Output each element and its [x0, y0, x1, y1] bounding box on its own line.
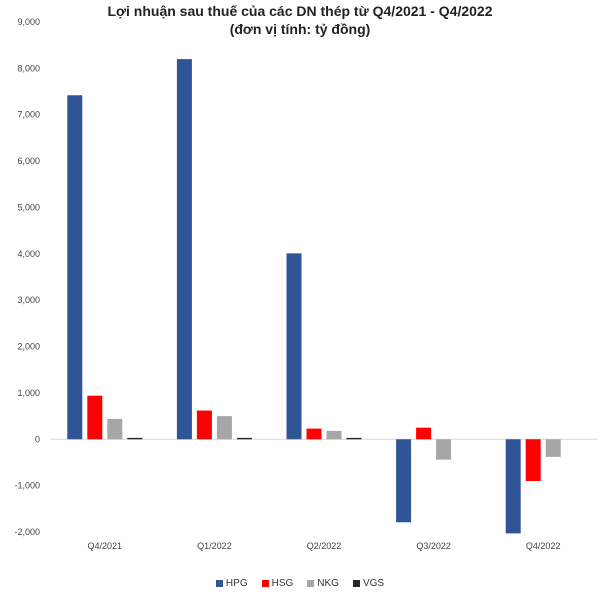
legend-swatch [215, 580, 223, 587]
x-tick-label: Q3/2022 [416, 541, 451, 551]
x-tick-label: Q4/2022 [526, 541, 561, 551]
y-tick-label: -2,000 [14, 527, 40, 537]
y-tick-label: 1,000 [17, 388, 40, 398]
legend-label: HPG [225, 578, 248, 589]
bar-hpg [505, 439, 521, 534]
y-tick-label: 6,000 [17, 156, 40, 166]
bar-nkg [436, 439, 452, 460]
legend-swatch [352, 580, 360, 587]
y-tick-label: 3,000 [17, 295, 40, 305]
chart-subtitle: (đơn vị tính: tỷ đồng) [229, 21, 371, 37]
x-tick-label: Q4/2021 [88, 541, 123, 551]
bar-nkg [107, 418, 123, 440]
bar-hpg [176, 59, 192, 440]
y-tick-label: 5,000 [17, 202, 40, 212]
bar-vgs [236, 437, 252, 440]
bar-nkg [326, 430, 342, 440]
legend-label: NKG [317, 578, 339, 589]
legend-item-vgs: VGS [352, 578, 385, 589]
legend-item-nkg: NKG [307, 578, 339, 589]
legend-swatch [307, 580, 315, 587]
y-tick-label: -1,000 [14, 481, 40, 491]
y-tick-label: 8,000 [17, 63, 40, 73]
bar-vgs [127, 437, 143, 440]
y-tick-label: 7,000 [17, 110, 40, 120]
legend-label: VGS [362, 578, 385, 589]
legend-item-hpg: HPG [215, 578, 248, 589]
bar-hsg [87, 395, 103, 440]
bar-nkg [216, 416, 232, 440]
chart-title: Lợi nhuận sau thuế của các DN thép từ Q4… [107, 3, 493, 19]
x-tick-label: Q2/2022 [307, 541, 342, 551]
bar-hsg [416, 427, 432, 440]
bar-nkg [545, 439, 561, 457]
bar-hpg [67, 95, 83, 440]
bar-hpg [396, 439, 412, 523]
legend-label: HSG [271, 578, 294, 589]
y-tick-label: 9,000 [17, 17, 40, 27]
legend-swatch [261, 580, 269, 587]
bar-hpg [286, 253, 302, 440]
y-tick-label: 0 [35, 434, 40, 444]
legend-item-hsg: HSG [261, 578, 294, 589]
y-tick-label: 2,000 [17, 342, 40, 352]
bar-hsg [306, 428, 322, 440]
bar-hsg [196, 410, 212, 440]
x-tick-label: Q1/2022 [197, 541, 232, 551]
bar-vgs [346, 437, 362, 440]
legend: HPG HSG NKG VGS [0, 578, 600, 589]
y-tick-label: 4,000 [17, 249, 40, 259]
bar-hsg [525, 439, 541, 481]
